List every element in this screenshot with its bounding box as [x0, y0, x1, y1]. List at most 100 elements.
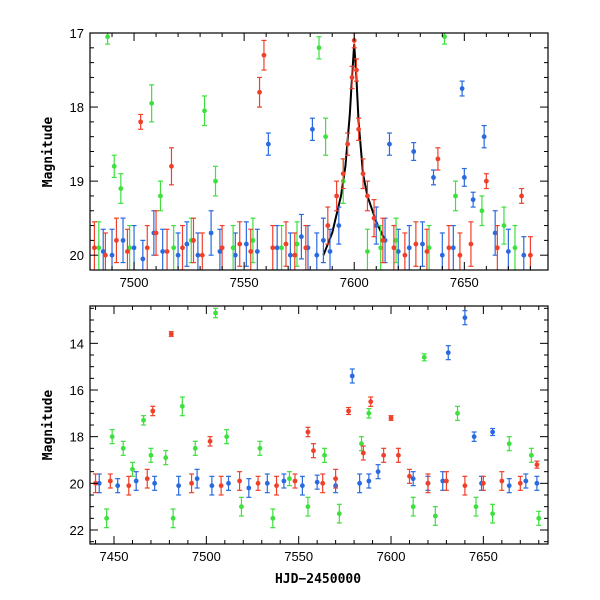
data-point [254, 249, 260, 254]
data-point [130, 466, 135, 472]
data-point [118, 186, 124, 191]
data-point [179, 403, 185, 409]
data-point [92, 245, 97, 251]
data-point [457, 252, 463, 258]
data-point [536, 515, 542, 521]
data-point [462, 483, 468, 489]
data-point [410, 504, 416, 510]
data-point [180, 245, 185, 251]
data-point [371, 215, 377, 221]
data-point [459, 86, 465, 91]
bottom-plot-area [93, 307, 542, 529]
data-point [103, 252, 108, 258]
data-point [506, 483, 512, 489]
data-point [435, 156, 441, 162]
data-point [195, 252, 201, 258]
x-tick-label: 7600 [340, 275, 369, 290]
data-point [494, 245, 500, 251]
data-point [506, 441, 512, 447]
y-tick-label: 20 [70, 476, 84, 491]
data-point [453, 193, 458, 199]
data-point [120, 445, 126, 451]
data-point [505, 249, 511, 254]
data-point [393, 237, 399, 243]
data-point [325, 223, 331, 228]
data-point [360, 450, 366, 456]
data-point [381, 452, 387, 458]
data-point [396, 452, 401, 458]
data-point [345, 141, 351, 147]
data-point [163, 455, 169, 461]
data-point [473, 504, 479, 510]
data-point [407, 473, 412, 479]
bottom-data-layer [93, 307, 542, 529]
data-point [171, 245, 177, 251]
data-point [410, 476, 416, 482]
data-point [444, 478, 449, 484]
data-point [333, 476, 339, 482]
data-point [316, 45, 322, 51]
data-point [158, 193, 163, 199]
data-point [311, 448, 316, 454]
data-point [490, 511, 495, 517]
data-point [170, 515, 176, 521]
data-point [224, 434, 230, 440]
data-point [207, 438, 213, 444]
data-point [442, 34, 447, 40]
data-point [320, 480, 326, 486]
data-point [257, 445, 263, 451]
y-tick-label: 16 [70, 383, 84, 398]
data-point [527, 252, 533, 258]
data-point [281, 478, 287, 484]
x-tick-label: 7500 [120, 275, 149, 290]
data-point [287, 252, 293, 258]
data-point [140, 256, 146, 262]
data-point [202, 108, 207, 114]
data-point [521, 252, 527, 258]
data-point [105, 34, 111, 40]
data-point [104, 515, 110, 521]
data-point [455, 410, 460, 416]
data-point [471, 434, 477, 440]
data-point [528, 452, 534, 458]
data-point [109, 252, 115, 258]
data-point [480, 480, 486, 486]
data-point [356, 126, 362, 132]
data-point [169, 163, 174, 169]
y-tick-label: 19 [70, 174, 84, 189]
data-point [354, 67, 359, 73]
data-point [294, 241, 300, 247]
data-point [114, 237, 119, 243]
data-point [373, 223, 379, 228]
data-point [292, 252, 298, 258]
data-point [111, 163, 117, 169]
data-point [115, 483, 121, 489]
data-point [314, 252, 320, 258]
data-point [226, 480, 231, 486]
data-point [432, 513, 438, 519]
data-point [292, 478, 298, 484]
x-tick-label: 7500 [192, 549, 221, 564]
data-point [107, 478, 113, 484]
data-point [160, 249, 166, 254]
data-point [523, 478, 529, 484]
data-point [334, 193, 340, 199]
data-point [322, 452, 327, 458]
data-point [213, 178, 218, 184]
data-point [346, 408, 351, 414]
data-point [232, 252, 238, 258]
data-point [406, 245, 412, 251]
data-point [391, 245, 397, 251]
data-point [481, 134, 487, 140]
data-point [194, 476, 200, 482]
data-point [100, 249, 106, 254]
top-y-axis-label: Magnitude [41, 117, 56, 188]
data-point [349, 75, 355, 80]
data-point [237, 241, 243, 247]
data-point [298, 234, 304, 240]
data-point [479, 208, 485, 214]
data-point [248, 249, 254, 254]
data-point [512, 245, 518, 251]
data-point [150, 408, 156, 414]
data-point [208, 230, 214, 236]
